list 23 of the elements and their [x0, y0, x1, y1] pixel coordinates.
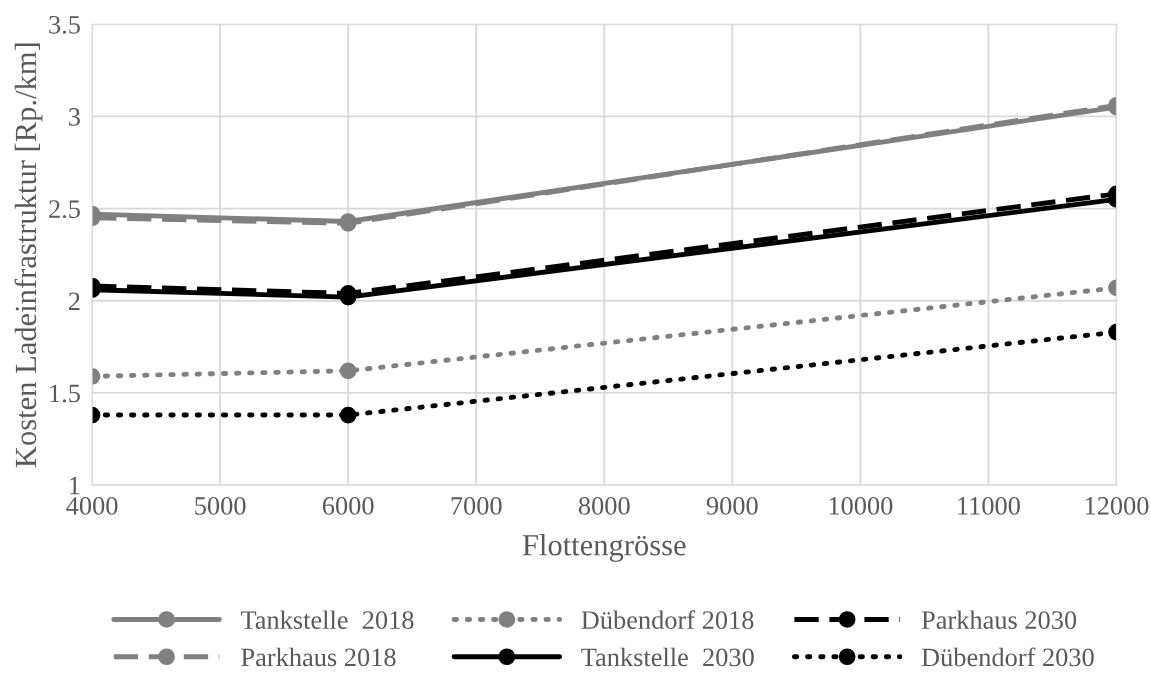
- x-axis-title: Flottengrösse: [522, 534, 686, 562]
- legend-label: Parkhaus 2018: [241, 647, 396, 667]
- y-tick-label: 3.5: [49, 15, 80, 34]
- legend-label: Dübendorf 2030: [921, 647, 1094, 667]
- y-tick-label: 3: [69, 108, 80, 126]
- x-tick-label: 11000: [958, 496, 1020, 515]
- x-tick-label: 10000: [829, 496, 893, 515]
- y-tick-label: 1: [70, 476, 80, 495]
- legend-label: Tankstelle 2030: [581, 647, 754, 667]
- legend-label: Dübendorf 2018: [581, 610, 754, 629]
- x-tick-label: 6000: [322, 496, 374, 515]
- y-tick-label: 2.5: [49, 200, 80, 219]
- y-axis-title: Kosten Ladeinfrastruktur [Rp./km]: [14, 43, 43, 468]
- x-tick-label: 12000: [1085, 496, 1149, 515]
- legend-label: Tankstelle 2018: [240, 610, 414, 629]
- x-tick-label: 9000: [706, 496, 758, 515]
- x-tick-label: 5000: [195, 496, 246, 515]
- x-tick-label: 4000: [66, 496, 118, 515]
- x-tick-label: 8000: [578, 496, 630, 515]
- y-tick-label: 1.5: [50, 384, 80, 403]
- x-tick-label: 7000: [451, 496, 502, 515]
- legend-label: Parkhaus 2030: [921, 610, 1077, 629]
- y-tick-label: 2: [68, 292, 80, 310]
